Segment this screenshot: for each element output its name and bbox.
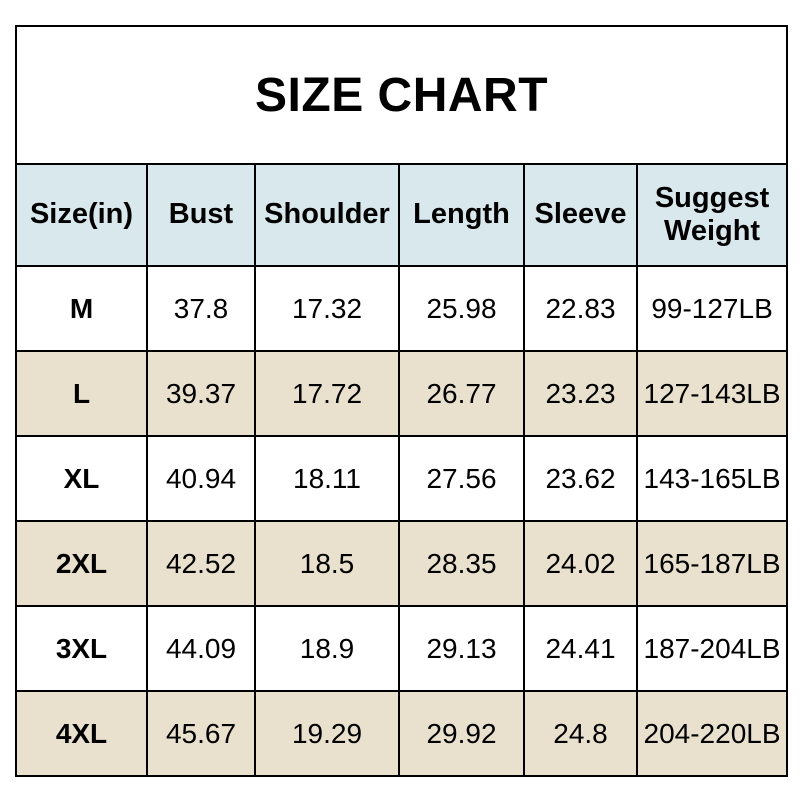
length-cell: 28.35 [398,520,525,607]
weight-cell: 143-165LB [635,435,789,522]
col-header-suggest-weight: Suggest Weight [635,163,789,267]
sleeve-cell: 24.41 [523,605,638,692]
shoulder-cell: 17.72 [254,350,400,437]
table-row-l: L 39.37 17.72 26.77 23.23 127-143LB [15,350,789,437]
length-cell: 27.56 [398,435,525,522]
col-header-shoulder: Shoulder [254,163,400,267]
table-row-m: M 37.8 17.32 25.98 22.83 99-127LB [15,265,789,352]
chart-title: SIZE CHART [14,25,789,165]
header-row: Size(in) Bust Shoulder Length Sleeve Sug… [15,163,789,267]
sleeve-cell: 24.02 [523,520,638,607]
size-label-cell: 3XL [15,605,148,692]
bust-cell: 37.8 [146,265,256,352]
size-label-cell: L [15,350,148,437]
bust-cell: 42.52 [146,520,256,607]
weight-cell: 99-127LB [635,265,789,352]
bust-cell: 39.37 [146,350,256,437]
size-label-cell: M [15,265,148,352]
size-label-cell: XL [15,435,148,522]
length-cell: 29.13 [398,605,525,692]
size-label-cell: 4XL [15,690,148,777]
shoulder-cell: 18.11 [254,435,400,522]
length-cell: 26.77 [398,350,525,437]
sleeve-cell: 23.23 [523,350,638,437]
length-cell: 29.92 [398,690,525,777]
size-chart-table: SIZE CHART Size(in) Bust Shoulder Length… [14,25,789,777]
table-row-2xl: 2XL 42.52 18.5 28.35 24.02 165-187LB [15,520,789,607]
bust-cell: 45.67 [146,690,256,777]
col-header-length: Length [398,163,525,267]
table-row-3xl: 3XL 44.09 18.9 29.13 24.41 187-204LB [15,605,789,692]
table-row-xl: XL 40.94 18.11 27.56 23.62 143-165LB [15,435,789,522]
shoulder-cell: 19.29 [254,690,400,777]
bust-cell: 40.94 [146,435,256,522]
title-row: SIZE CHART [14,25,789,165]
weight-cell: 187-204LB [635,605,789,692]
col-header-sleeve: Sleeve [523,163,638,267]
weight-cell: 127-143LB [635,350,789,437]
sleeve-cell: 24.8 [523,690,638,777]
col-header-bust: Bust [146,163,256,267]
size-label-cell: 2XL [15,520,148,607]
weight-cell: 204-220LB [635,690,789,777]
shoulder-cell: 18.9 [254,605,400,692]
shoulder-cell: 17.32 [254,265,400,352]
table-row-4xl: 4XL 45.67 19.29 29.92 24.8 204-220LB [15,690,789,777]
size-chart-panel: SIZE CHART Size(in) Bust Shoulder Length… [14,25,789,777]
shoulder-cell: 18.5 [254,520,400,607]
length-cell: 25.98 [398,265,525,352]
weight-cell: 165-187LB [635,520,789,607]
col-header-size: Size(in) [15,163,148,267]
sleeve-cell: 22.83 [523,265,638,352]
bust-cell: 44.09 [146,605,256,692]
sleeve-cell: 23.62 [523,435,638,522]
